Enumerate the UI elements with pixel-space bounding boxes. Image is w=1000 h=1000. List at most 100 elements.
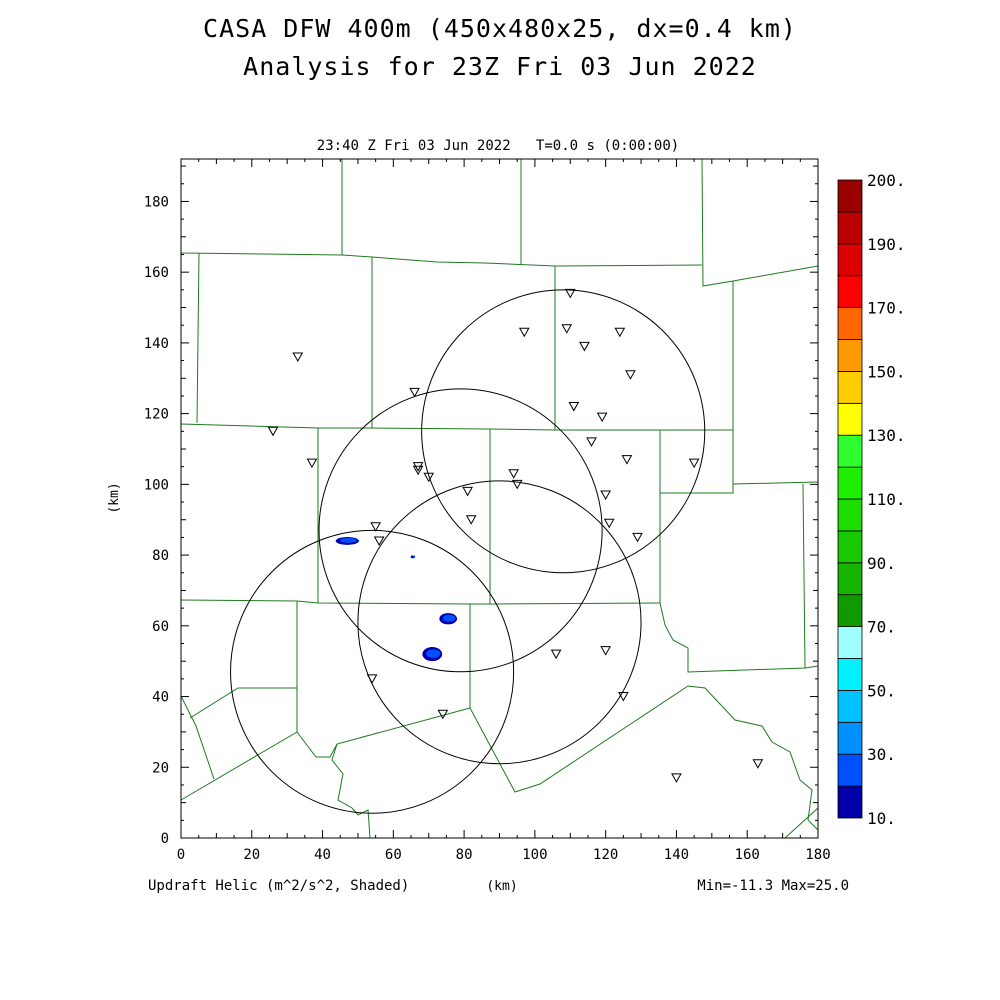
- colorbar-label: 50.: [867, 681, 896, 700]
- county-line: [802, 483, 806, 669]
- shaded-region: [422, 647, 443, 662]
- county-line: [701, 158, 819, 287]
- county-line: [180, 707, 471, 801]
- station-marker: [292, 352, 304, 363]
- station-marker: [688, 458, 700, 469]
- shaded-region: [335, 537, 360, 545]
- x-tick-label: 100: [522, 847, 547, 863]
- county-boundaries: [180, 158, 819, 839]
- colorbar-label: 30.: [867, 745, 896, 764]
- colorbar-swatch: [837, 402, 863, 436]
- station-markers: [267, 288, 764, 783]
- y-tick-label: 140: [144, 336, 169, 352]
- colorbar-swatch: [837, 211, 863, 245]
- station-marker: [373, 536, 385, 546]
- station-marker: [579, 341, 590, 352]
- colorbar-label: 90.: [867, 554, 896, 573]
- x-tick-label: 160: [735, 847, 760, 863]
- colorbar-swatch: [837, 594, 863, 628]
- colorbar-swatch: [837, 626, 863, 659]
- shaded-region: [410, 555, 416, 559]
- x-tick-label: 80: [456, 847, 473, 863]
- station-marker: [632, 532, 643, 543]
- station-marker: [518, 327, 530, 338]
- y-tick-label: 120: [144, 407, 169, 423]
- x-tick-label: 120: [593, 847, 618, 863]
- colorbar-swatch: [837, 562, 863, 596]
- county-line: [784, 807, 819, 839]
- colorbar-label: 190.: [867, 235, 906, 254]
- station-marker: [564, 288, 576, 299]
- y-tick-label: 40: [152, 690, 169, 706]
- chart-title: CASA DFW 400m (450x480x25, dx=0.4 km): [203, 14, 797, 43]
- radar-range-ring: [318, 388, 603, 673]
- county-line: [660, 481, 819, 494]
- colorbar-swatch: [837, 721, 863, 755]
- station-marker: [370, 522, 381, 532]
- colorbar-label: 200.: [867, 171, 906, 190]
- colorbar-label: 10.: [867, 809, 896, 828]
- radar-range-ring: [357, 480, 642, 765]
- colorbar-label: 130.: [867, 426, 906, 445]
- shaded-field: [335, 537, 458, 662]
- x-tick-label: 140: [664, 847, 689, 863]
- station-marker: [462, 486, 474, 497]
- station-marker: [618, 692, 629, 702]
- chart-subtitle-analysis: Analysis for 23Z Fri 03 Jun 2022: [243, 52, 757, 81]
- y-axis: 0 20 40 60 80 100 120 140 160 180: [144, 165, 818, 847]
- y-tick-label: 0: [161, 831, 169, 847]
- colorbar-swatch: [837, 243, 863, 277]
- colorbar-swatch: [837, 434, 863, 468]
- x-axis: 0 20 40 60 80 100 120 140 160 180: [177, 159, 831, 863]
- y-tick-label: 100: [144, 477, 169, 493]
- plot-frame: [180, 158, 819, 839]
- station-marker: [423, 472, 435, 483]
- station-marker: [568, 402, 580, 412]
- field-description: Updraft Helic (m^2/s^2, Shaded): [148, 878, 409, 894]
- min-max-label: Min=-11.3 Max=25.0: [697, 878, 849, 894]
- station-marker: [412, 465, 424, 476]
- colorbar-swatch: [837, 530, 863, 564]
- station-marker: [511, 479, 523, 490]
- radar-range-ring: [230, 529, 515, 814]
- station-marker: [752, 759, 764, 769]
- station-marker: [625, 370, 636, 380]
- county-line: [659, 602, 819, 673]
- colorbar-swatch: [837, 658, 863, 691]
- station-marker: [409, 387, 420, 398]
- station-marker: [561, 324, 573, 334]
- station-marker: [600, 646, 612, 656]
- station-marker: [621, 455, 633, 465]
- x-axis-label: (km): [486, 879, 517, 894]
- county-line: [180, 599, 661, 605]
- colorbar-swatch: [837, 179, 863, 213]
- colorbar-swatch: [837, 307, 863, 340]
- station-marker: [267, 426, 279, 437]
- x-tick-label: 180: [805, 847, 830, 863]
- radar-range-ring: [421, 289, 706, 574]
- station-marker: [614, 327, 626, 338]
- x-tick-label: 60: [385, 847, 402, 863]
- station-marker: [306, 458, 318, 469]
- station-marker: [465, 515, 477, 525]
- station-marker: [596, 412, 608, 423]
- y-tick-label: 20: [152, 760, 169, 776]
- colorbar-label: 70.: [867, 618, 896, 637]
- station-marker: [671, 773, 682, 783]
- county-line: [331, 743, 371, 839]
- y-tick-label: 160: [144, 265, 169, 281]
- county-line: [180, 423, 733, 431]
- county-line: [180, 695, 215, 780]
- station-marker: [437, 709, 449, 720]
- x-tick-label: 0: [177, 847, 185, 863]
- shaded-region: [439, 613, 458, 625]
- station-marker: [586, 437, 597, 447]
- y-tick-label: 80: [152, 548, 169, 564]
- colorbar-swatch: [837, 466, 863, 500]
- y-tick-label: 180: [144, 194, 169, 210]
- county-line: [196, 252, 200, 424]
- y-tick-label: 60: [152, 619, 169, 635]
- colorbar-swatch: [837, 498, 863, 532]
- x-tick-label: 20: [243, 847, 260, 863]
